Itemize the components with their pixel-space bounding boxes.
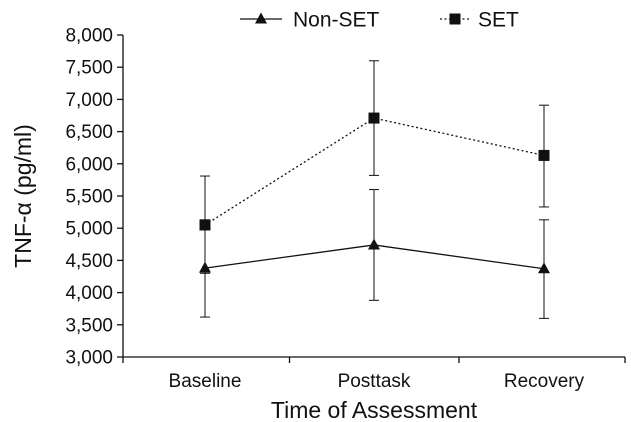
- y-tick-label: 7,000: [65, 90, 113, 111]
- square-marker: [368, 112, 380, 124]
- y-tick-label: 5,000: [65, 219, 113, 240]
- x-tick-label: Posttask: [338, 371, 411, 392]
- y-tick-label: 3,500: [65, 315, 113, 336]
- triangle-marker: [538, 262, 550, 274]
- y-tick-label: 6,500: [65, 122, 113, 143]
- square-marker: [199, 219, 211, 231]
- y-tick-label: 8,000: [65, 26, 113, 47]
- legend-square-icon: [449, 13, 461, 25]
- y-tick-label: 7,500: [65, 58, 113, 79]
- error-bars: [200, 60, 549, 319]
- x-axis-title: Time of Assessment: [271, 397, 478, 422]
- triangle-marker: [368, 238, 380, 250]
- x-tick-label: Baseline: [169, 371, 242, 392]
- y-tick-label: 3,000: [65, 348, 113, 369]
- x-tick-label: Recovery: [504, 371, 585, 392]
- y-axis-title: TNF-α (pg/ml): [10, 124, 36, 268]
- y-tick-label: 6,000: [65, 154, 113, 175]
- legend-item: Non-SET: [240, 9, 380, 32]
- legend: Non-SET SET: [240, 9, 519, 32]
- legend-label: SET: [478, 9, 519, 32]
- y-tick-label: 5,500: [65, 187, 113, 208]
- x-axis: Baseline Posttask Recovery: [122, 356, 626, 392]
- legend-item: SET: [440, 9, 519, 32]
- y-axis: 3,000 3,500 4,000 4,500 5,000 5,500 6,000 6,500…: [65, 26, 124, 369]
- triangle-marker: [199, 261, 211, 273]
- y-tick-label: 4,000: [65, 283, 113, 304]
- square-marker: [538, 149, 550, 161]
- legend-label: Non-SET: [293, 9, 380, 32]
- legend-triangle-icon: [255, 12, 267, 24]
- y-tick-label: 4,500: [65, 251, 113, 272]
- data-markers: [199, 112, 550, 274]
